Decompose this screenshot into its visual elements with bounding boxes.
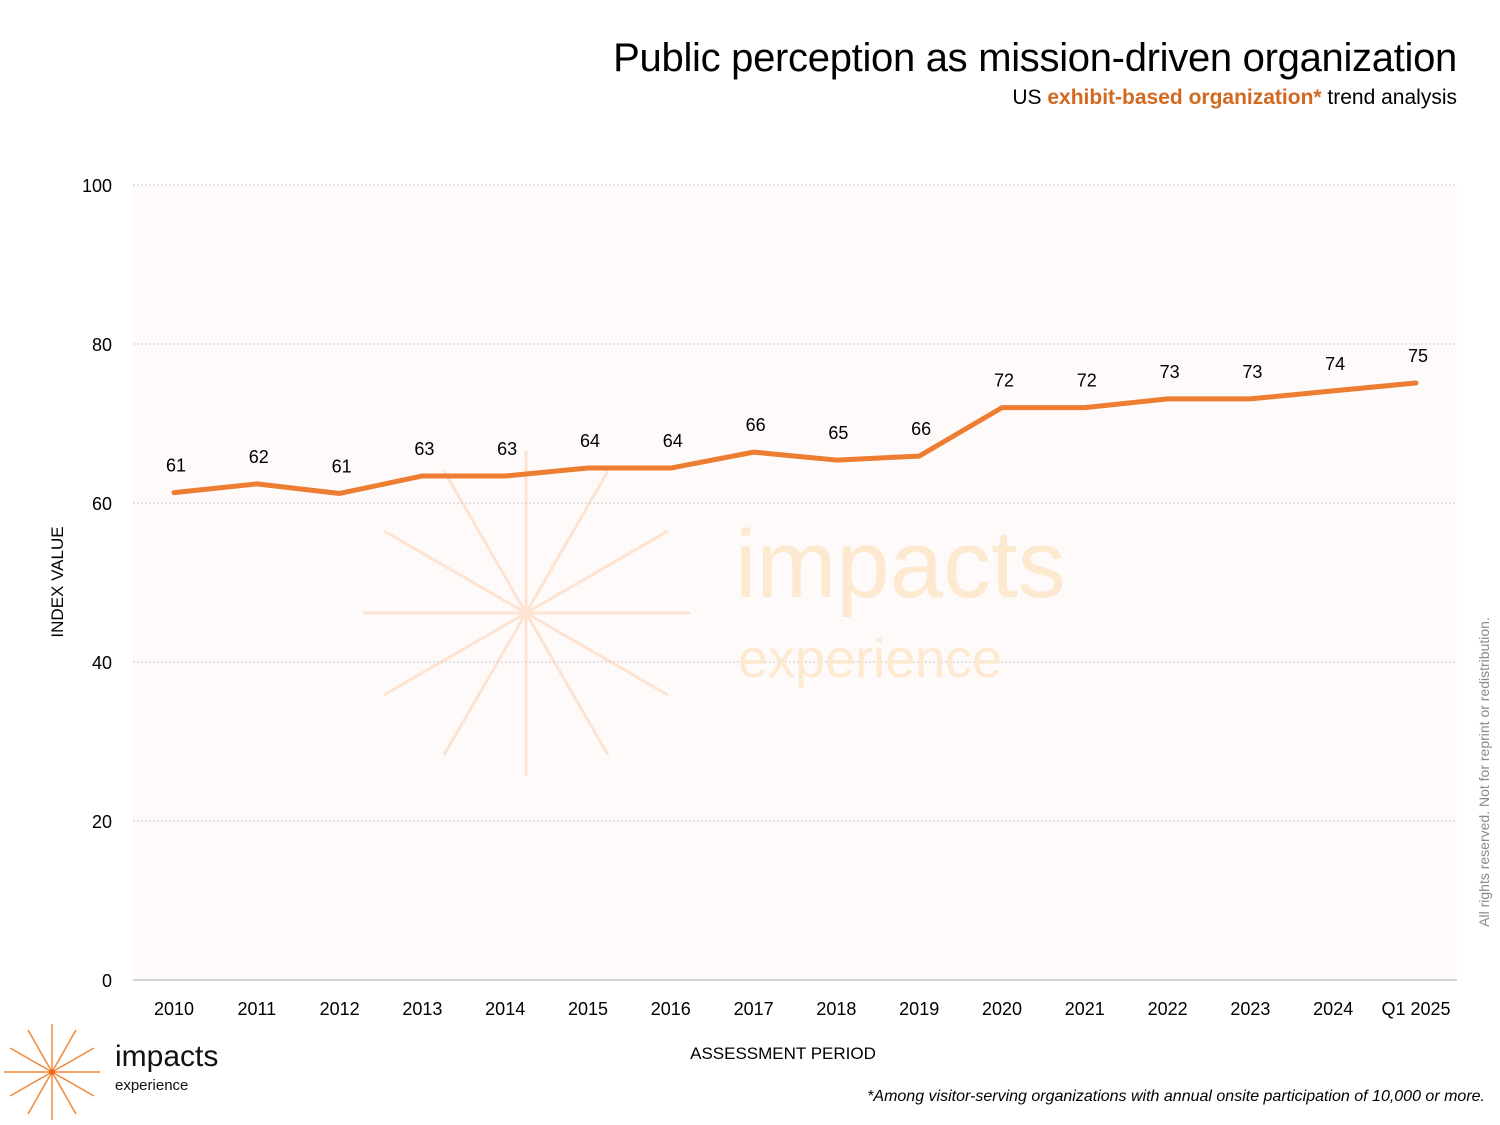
subtitle-prefix: US	[1012, 86, 1042, 109]
x-tick-label: 2016	[651, 999, 691, 1019]
x-tick-label: 2019	[899, 999, 939, 1019]
watermark-ray	[442, 470, 528, 614]
x-tick-label: Q1 2025	[1381, 999, 1450, 1019]
x-tick-label: 2020	[982, 999, 1022, 1019]
data-label: 61	[166, 456, 186, 476]
y-axis-label: INDEX VALUE	[48, 526, 67, 638]
logo-ray	[51, 1047, 95, 1073]
data-label: 73	[1160, 362, 1180, 382]
watermark-ray	[524, 612, 610, 756]
y-tick-label: 60	[92, 494, 112, 514]
watermark-starburst-icon	[363, 451, 690, 776]
x-tick-label: 2021	[1065, 999, 1105, 1019]
y-tick-label: 80	[92, 335, 112, 355]
x-tick-label: 2022	[1148, 999, 1188, 1019]
data-label: 72	[994, 371, 1014, 391]
logo-ray	[9, 1071, 53, 1097]
x-tick-label: 2018	[816, 999, 856, 1019]
series-line	[171, 380, 1419, 496]
chart-title: Public perception as mission-driven orga…	[613, 36, 1457, 80]
watermark-text: impacts	[735, 511, 1066, 618]
data-label: 64	[663, 431, 683, 451]
logo-ray	[51, 1029, 77, 1073]
rights-notice: All rights reserved. Not for reprint or …	[1476, 617, 1492, 927]
subtitle-suffix: trend analysis	[1327, 86, 1457, 109]
watermark-ray	[442, 612, 528, 756]
x-tick-label: 2012	[320, 999, 360, 1019]
x-tick-label: 2015	[568, 999, 608, 1019]
y-tick-label: 40	[92, 653, 112, 673]
x-axis-label: ASSESSMENT PERIOD	[690, 1044, 876, 1063]
logo-subtext: experience	[115, 1077, 189, 1094]
logo-ray	[27, 1071, 53, 1115]
footnote: *Among visitor-serving organizations wit…	[867, 1088, 1485, 1105]
data-label: 72	[1077, 371, 1097, 391]
watermark-ray	[524, 470, 610, 614]
watermark-ray	[525, 529, 669, 615]
x-tick-label: 2010	[154, 999, 194, 1019]
logo-ray	[27, 1029, 53, 1073]
data-label: 63	[414, 439, 434, 459]
watermark-ray	[383, 529, 527, 615]
watermark-ray	[383, 611, 527, 697]
y-tick-label: 100	[82, 176, 112, 196]
watermark-ray	[525, 611, 669, 697]
logo-center	[49, 1069, 55, 1075]
chart-subtitle: US exhibit-based organization* trend ana…	[1012, 86, 1457, 110]
logo-ray	[9, 1047, 53, 1073]
logo-ray	[51, 1071, 95, 1097]
data-label: 73	[1242, 362, 1262, 382]
data-label: 64	[580, 431, 600, 451]
data-label: 65	[828, 423, 848, 443]
data-label: 63	[497, 439, 517, 459]
data-label: 62	[249, 447, 269, 467]
y-tick-label: 0	[102, 971, 112, 991]
x-tick-label: 2023	[1230, 999, 1270, 1019]
x-tick-label: 2014	[485, 999, 525, 1019]
x-tick-label: 2017	[734, 999, 774, 1019]
data-label: 75	[1408, 346, 1428, 366]
y-tick-label: 20	[92, 812, 112, 832]
data-label: 66	[746, 415, 766, 435]
x-tick-label: 2024	[1313, 999, 1353, 1019]
logo-wordmark: impacts	[115, 1040, 219, 1073]
series-group: 61 62 61 63 63 64 64 66 65 66 72 72 73 73 74 75	[166, 346, 1428, 496]
x-tick-label: 2011	[237, 999, 276, 1019]
gridlines	[133, 184, 1457, 981]
x-axis-ticks: 2010 2011 2012 2013 2014 2015 2016 2017 2018 2019…	[154, 999, 1451, 1019]
subtitle-highlight: exhibit-based organization*	[1047, 86, 1322, 109]
data-label: 66	[911, 419, 931, 439]
watermark-subtext: experience	[738, 629, 1003, 689]
logo-ray	[51, 1071, 77, 1115]
data-label: 61	[332, 456, 352, 476]
starburst-logo-icon	[4, 1024, 100, 1120]
plot-background	[133, 185, 1457, 980]
y-axis-ticks: 0 20 40 60 80 100	[82, 176, 112, 991]
data-label: 74	[1325, 354, 1345, 374]
x-tick-label: 2013	[402, 999, 442, 1019]
